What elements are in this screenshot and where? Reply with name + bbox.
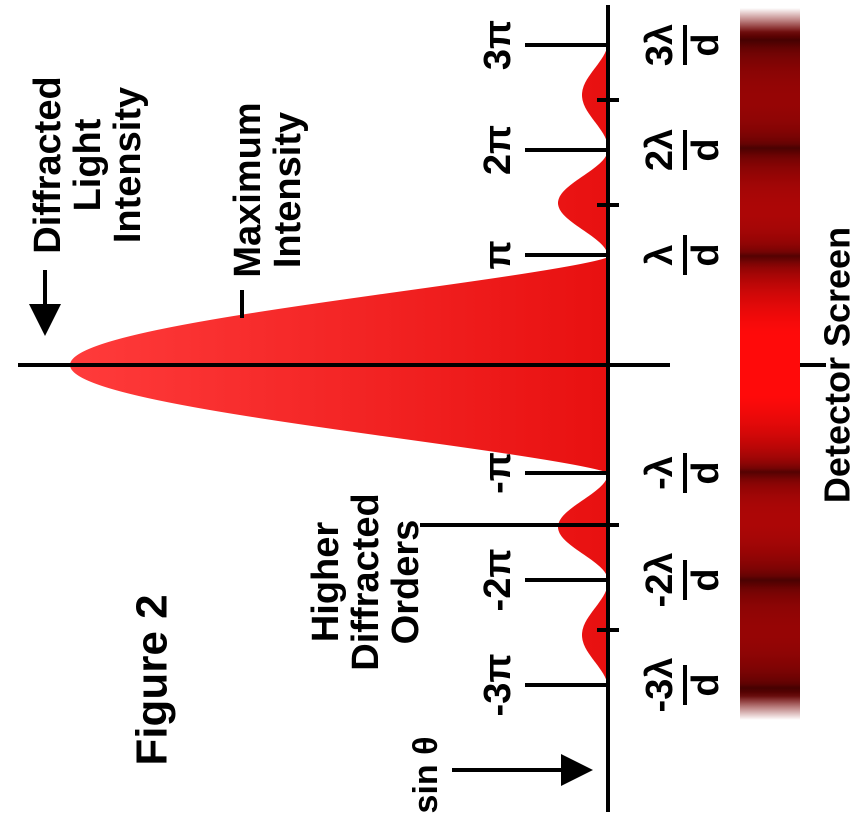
fraction-denominator: d: [685, 243, 727, 266]
fraction-numerator: -λ: [639, 456, 681, 490]
phase-label: π: [477, 240, 519, 269]
intensity-label: Light: [67, 118, 109, 211]
phase-label: -3π: [477, 654, 519, 717]
phase-label: -2π: [477, 549, 519, 612]
fraction-numerator: 3λ: [639, 24, 681, 66]
phase-label: 3π: [477, 20, 519, 70]
intensity-label: Intensity: [107, 87, 149, 243]
orders-label: Orders: [385, 520, 427, 645]
screen-label: Detector Screen: [817, 227, 858, 503]
fraction-denominator: d: [685, 568, 727, 591]
fraction-numerator: 2λ: [639, 129, 681, 171]
diagram: Figure 2 sin θ Detector Screen 3π3λd2π2λ…: [0, 0, 867, 821]
fraction-denominator: d: [685, 33, 727, 56]
fraction-denominator: d: [685, 138, 727, 161]
orders-label: Diffracted: [345, 493, 387, 670]
figure-label: Figure 2: [128, 594, 177, 765]
fraction-numerator: λ: [639, 244, 681, 265]
fraction-numerator: -2λ: [639, 553, 681, 608]
detector-screen: [740, 8, 800, 720]
fraction-numerator: -3λ: [639, 658, 681, 713]
axis-label: sin θ: [407, 737, 445, 814]
maximum-label: Maximum: [227, 102, 269, 277]
phase-label: 2π: [477, 125, 519, 175]
orders-label: Higher: [305, 522, 347, 643]
phase-label: -π: [477, 452, 519, 494]
fraction-denominator: d: [685, 673, 727, 696]
maximum-label: Intensity: [267, 112, 309, 268]
intensity-label: Diffracted: [27, 76, 69, 253]
fraction-denominator: d: [685, 461, 727, 484]
